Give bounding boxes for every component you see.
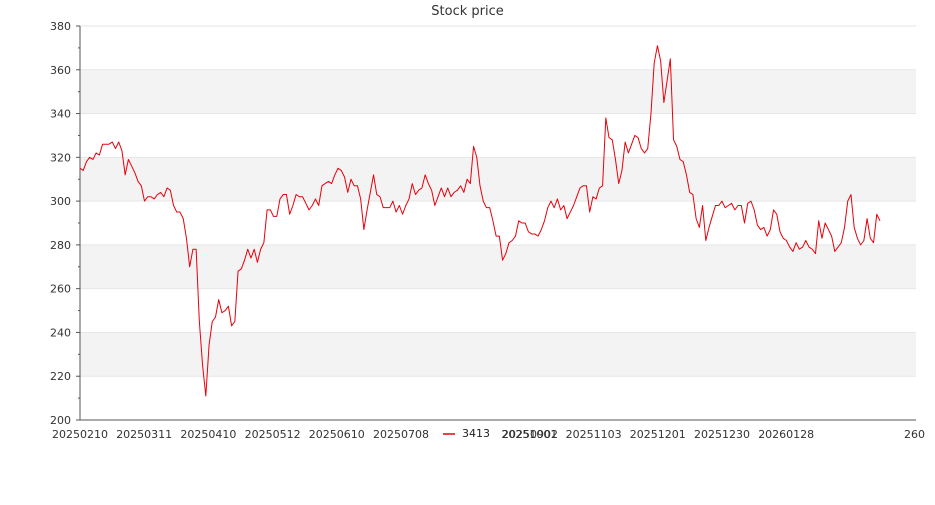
series-line	[79, 45, 881, 397]
y-tick-label: 240	[50, 326, 71, 339]
legend-label: 3413	[462, 427, 490, 440]
y-tick-label: 320	[50, 151, 71, 164]
y-tick-label: 200	[50, 414, 71, 427]
x-tick-label: 20251201	[630, 428, 686, 441]
x-tick-label: 260	[904, 428, 925, 441]
x-tick-label: 20251103	[566, 428, 622, 441]
x-tick-label: 20250610	[309, 428, 365, 441]
x-tick-label: 20250512	[245, 428, 301, 441]
grid-band	[80, 157, 916, 202]
x-tick-label: 20251230	[694, 428, 750, 441]
x-tick-label: 20251001	[501, 428, 557, 441]
y-tick-label: 220	[50, 370, 71, 383]
y-tick-label: 340	[50, 108, 71, 121]
grid-band	[80, 332, 916, 377]
grid-band	[80, 244, 916, 289]
x-tick-label: 20250311	[116, 428, 172, 441]
x-tick-label: 20250708	[373, 428, 429, 441]
y-tick-label: 260	[50, 283, 71, 296]
x-tick-label: 20250902	[502, 428, 558, 441]
chart-title: Stock price	[431, 4, 504, 19]
x-tick-label: 20250410	[180, 428, 236, 441]
y-tick-label: 280	[50, 239, 71, 252]
y-tick-label: 380	[50, 20, 71, 33]
x-tick-label: 20260128	[758, 428, 814, 441]
grid-band	[80, 69, 916, 114]
y-tick-label: 360	[50, 64, 71, 77]
y-tick-label: 300	[50, 195, 71, 208]
x-tick-label: 20250210	[52, 428, 108, 441]
